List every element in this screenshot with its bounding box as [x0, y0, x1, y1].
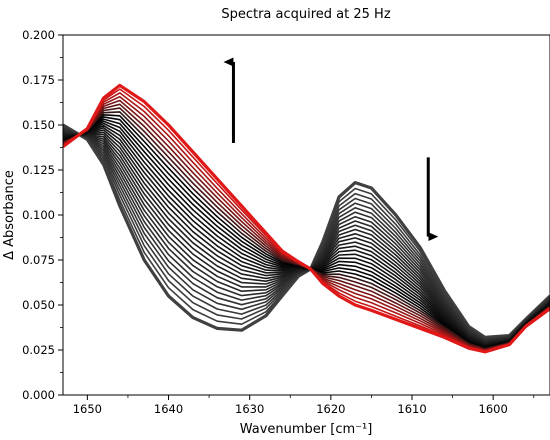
x-axis-label: Wavenumber [cm⁻¹]	[240, 422, 373, 437]
spectrum-line	[63, 103, 550, 351]
chart-title: Spectra acquired at 25 Hz	[221, 7, 390, 22]
y-tick-label: 0.175	[22, 73, 55, 87]
x-tick-label: 1630	[235, 402, 264, 416]
y-tick-label: 0.000	[22, 388, 55, 402]
x-tick-label: 1640	[154, 402, 183, 416]
y-tick-label: 0.025	[22, 343, 55, 357]
y-tick-label: 0.100	[22, 208, 55, 222]
y-tick-label: 0.200	[22, 28, 55, 42]
x-axis-ticks: 1650 1640 1630 1620 1610 1600	[73, 395, 535, 416]
y-tick-label: 0.075	[22, 253, 55, 267]
annotation-group	[223, 57, 439, 242]
x-tick-label: 1620	[316, 402, 345, 416]
y-axis-ticks: 0.000 0.025 0.050 0.075 0.100 0.125 0.150 0.175…	[22, 28, 63, 402]
x-tick-label: 1610	[397, 402, 426, 416]
y-tick-label: 0.125	[22, 163, 55, 177]
y-tick-label: 0.050	[22, 298, 55, 312]
x-tick-label: 1650	[73, 402, 102, 416]
spectra-series-group	[63, 83, 550, 354]
spectrum-line	[63, 114, 550, 349]
spectrum-line	[63, 126, 550, 340]
y-axis-label: Δ Absorbance	[2, 170, 17, 260]
spectrum-line	[63, 83, 550, 354]
spectrum-line	[63, 131, 550, 344]
y-tick-label: 0.150	[22, 118, 55, 132]
x-tick-label: 1600	[479, 402, 508, 416]
